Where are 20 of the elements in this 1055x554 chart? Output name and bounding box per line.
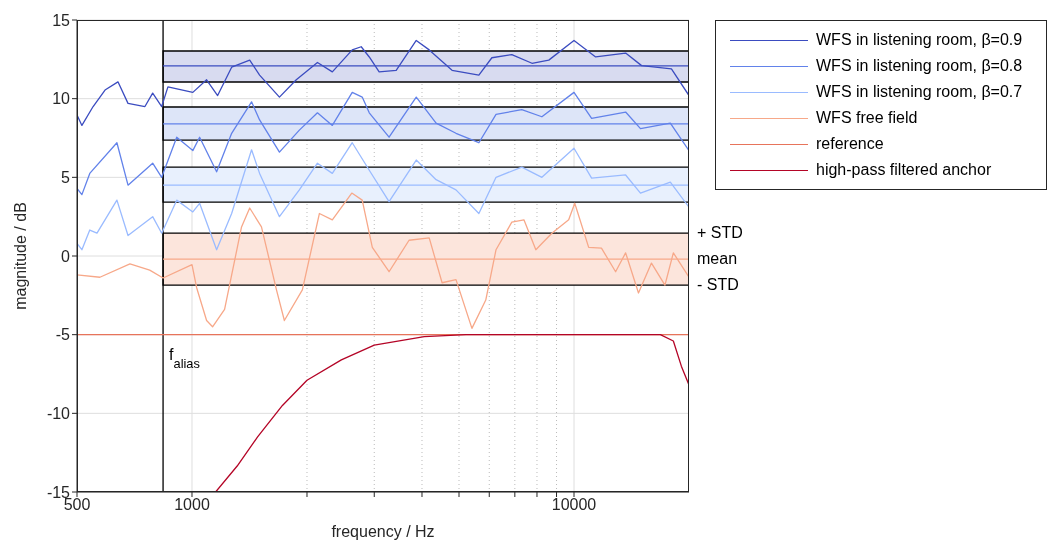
y-tick-label: -10 [46,405,71,423]
x-tick-label: 1000 [174,496,210,514]
legend-label: WFS in listening room, β=0.8 [816,57,1023,75]
x-tick-label: 10000 [551,496,597,514]
y-tick-label: 0 [61,247,71,265]
text: + STD [697,223,743,243]
y-tick-label: 5 [61,169,71,187]
y-tick-label: 15 [52,11,71,29]
y-tick-label: -5 [55,326,71,344]
text: mean [697,249,738,270]
x-axis-title: frequency / Hz [331,523,435,540]
legend-label: reference [816,135,884,153]
legend-label: WFS in listening room, β=0.9 [816,31,1023,49]
legend-label: high-pass filtered anchor [816,161,992,179]
text: - STD [697,275,739,296]
ref-line-label: f$_{alias}$ [169,345,200,371]
legend-label: WFS in listening room, β=0.7 [816,83,1023,101]
y-tick-label: 10 [52,90,71,108]
legend-label: WFS free field [816,109,918,127]
y-axis-title: magnitude / dB [11,202,29,310]
